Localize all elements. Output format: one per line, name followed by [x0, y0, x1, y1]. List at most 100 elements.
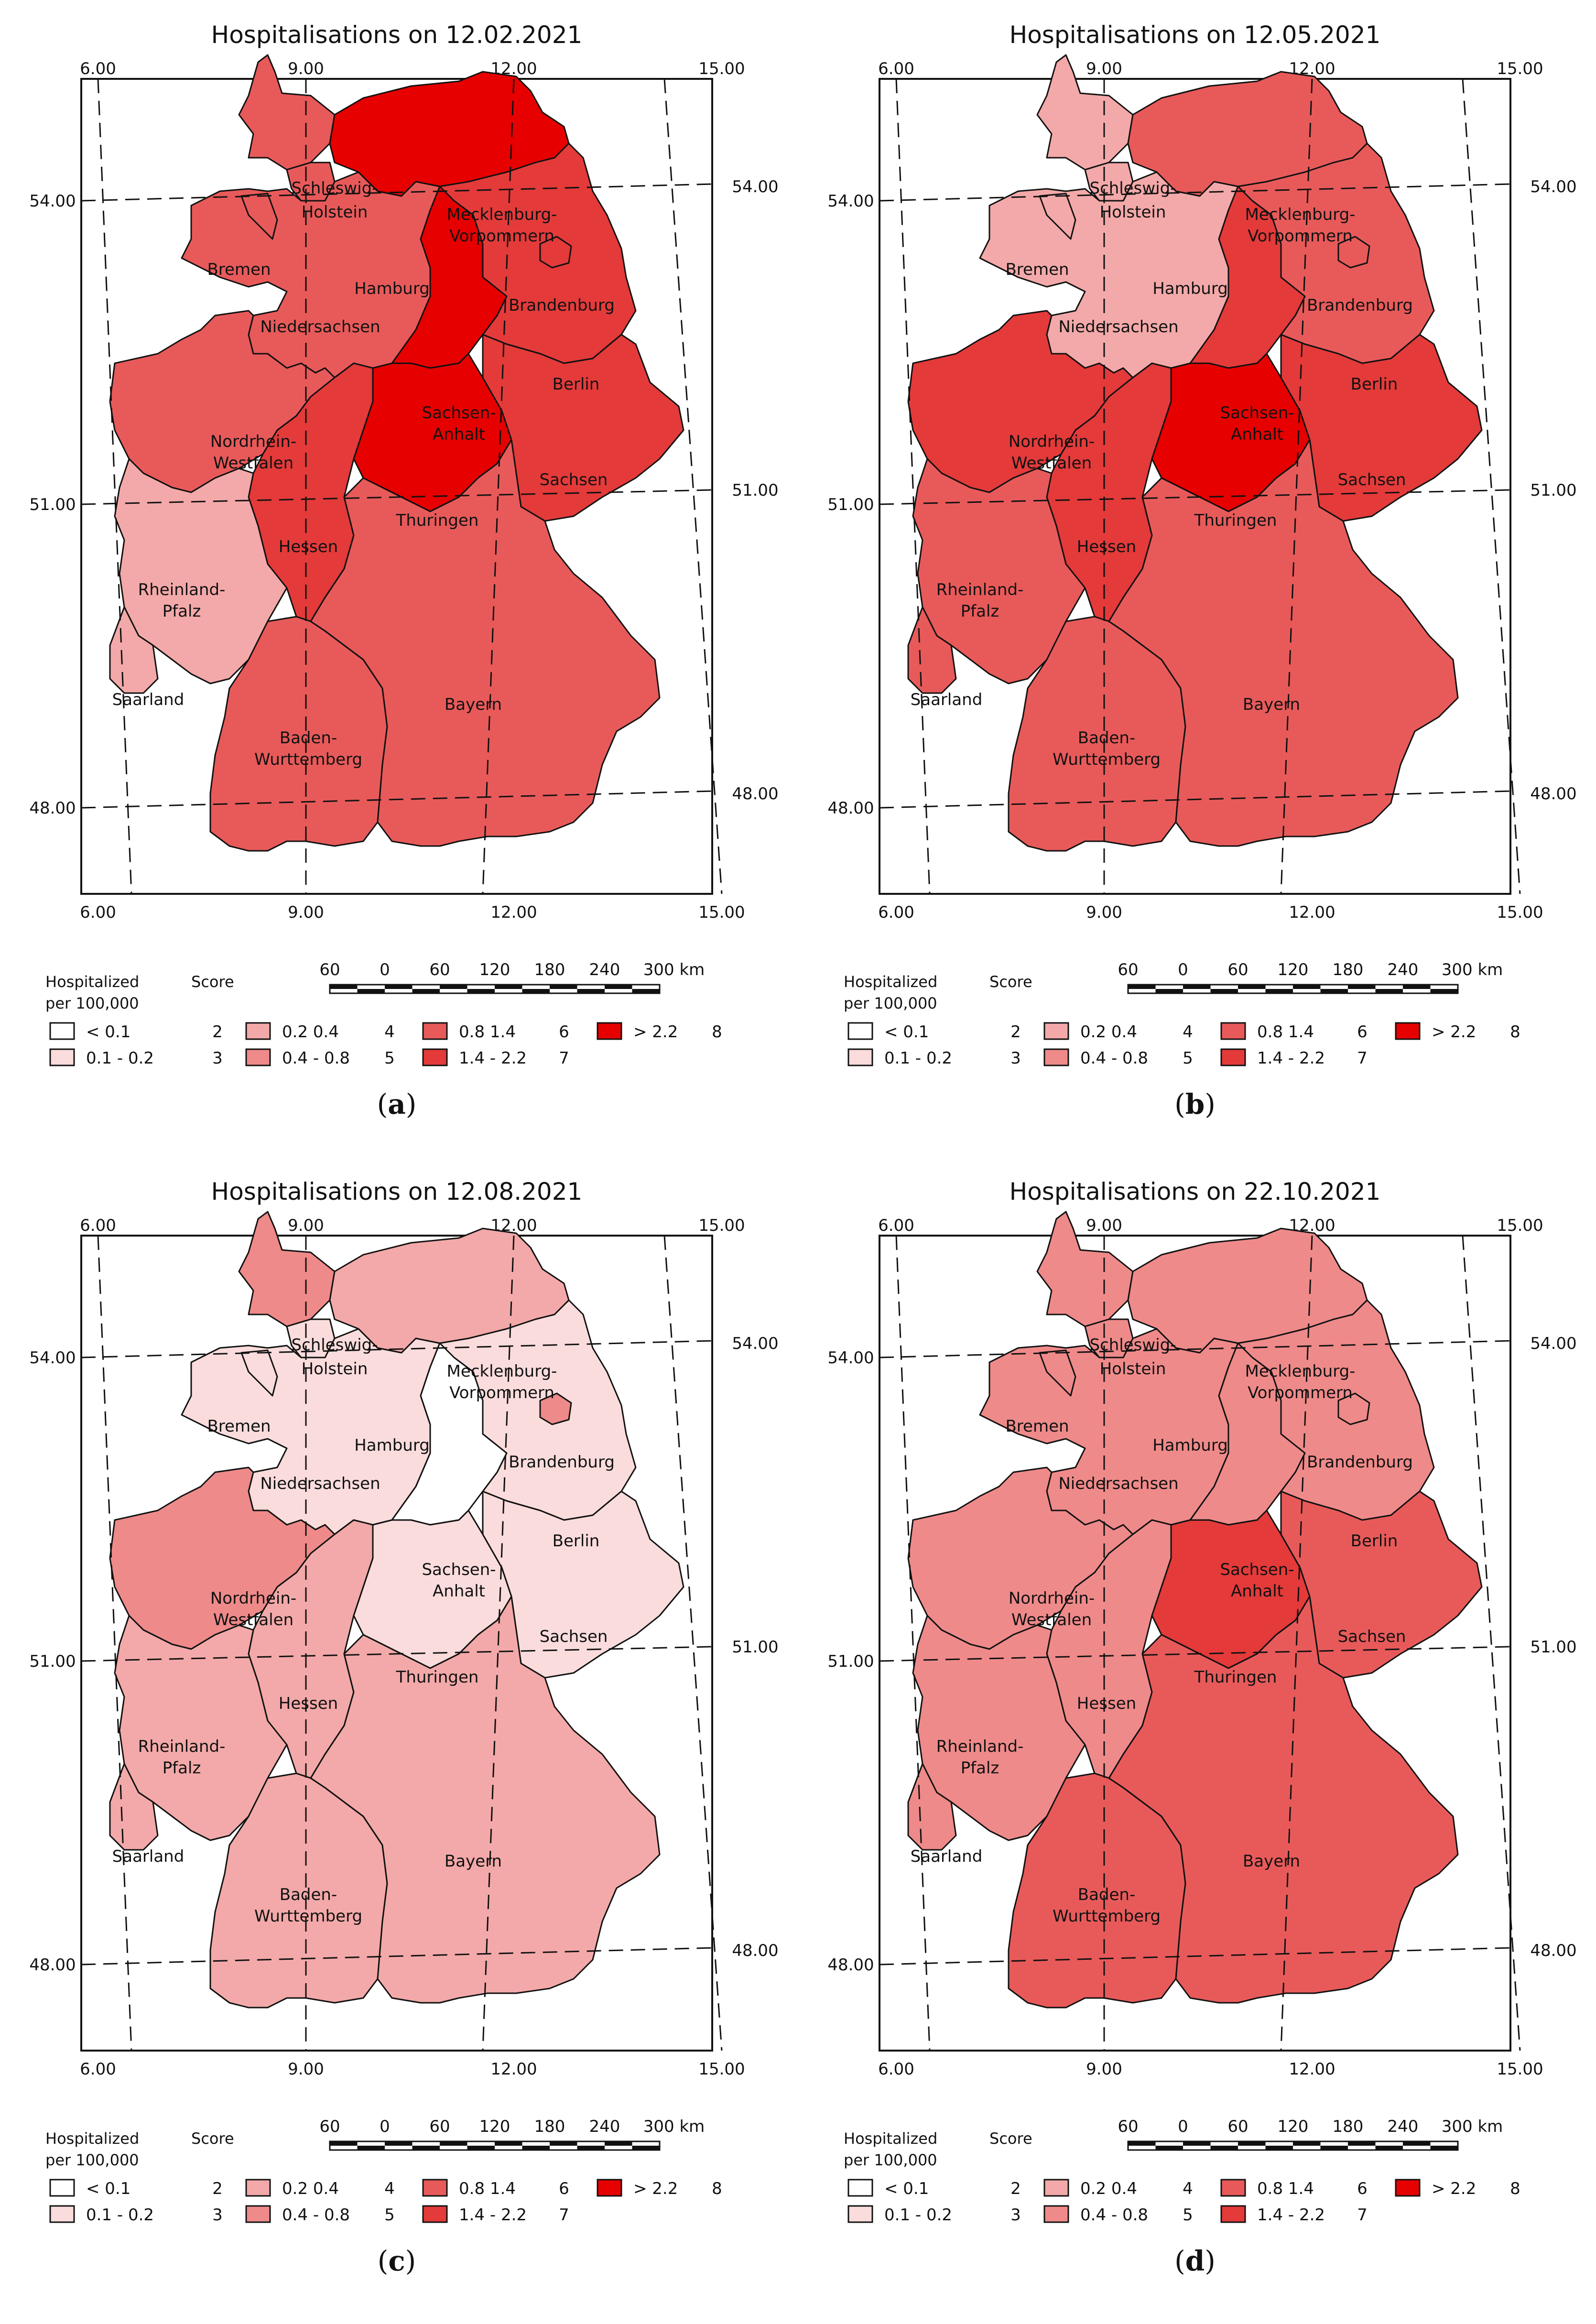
legend: Hospitalized per 100,000 Score < 0.1 2 0.1 - … [45, 2129, 722, 2225]
legend-score-value: 6 [1357, 2179, 1368, 2198]
state-mv [329, 71, 570, 197]
state-label-sl: Saarland [911, 1847, 983, 1866]
map-frame [879, 78, 1511, 895]
state-label-sh2: Holstein [302, 203, 368, 222]
state-label-rp1: Rheinland- [138, 580, 226, 599]
state-label-nw1: Nordrhein- [210, 432, 296, 451]
lon-label-top: 6.00 [80, 59, 116, 78]
state-label-sh1: Schleswig- [291, 1336, 378, 1355]
legend-score-value: 4 [1183, 2179, 1193, 2198]
state-label-st1: Sachsen- [422, 403, 496, 423]
legend-range-label: 0.1 - 0.2 [884, 1049, 952, 1068]
state-label-be: Berlin [553, 375, 600, 394]
scale-tick-label: 240 [589, 2117, 620, 2136]
legend: Hospitalized per 100,000 Score < 0.1 2 0.1 - … [844, 973, 1520, 1068]
legend-score-value: 2 [212, 2179, 223, 2198]
state-label-st2: Anhalt [1231, 1582, 1283, 1601]
legend-score-value: 3 [212, 2205, 223, 2225]
state-label-st1: Sachsen- [422, 1560, 496, 1579]
map-title: Hospitalisations on 12.05.2021 [1010, 21, 1381, 49]
scale-bar: 60 0 60 120 180 240 300 km [319, 2117, 705, 2151]
legend-score-value: 4 [1183, 1022, 1193, 1042]
state-label-mv2: Vorpommern [1248, 227, 1353, 246]
scale-tick-label: 240 [589, 960, 620, 979]
state-sl [109, 606, 159, 694]
legend-range-label: 0.4 - 0.8 [282, 1049, 350, 1068]
legend-range-label: > 2.2 [1432, 1022, 1476, 1042]
state-label-sn: Sachsen [540, 1627, 608, 1646]
state-label-sh1: Schleswig- [291, 179, 378, 198]
legend-range-label: > 2.2 [633, 1022, 678, 1042]
legend-range-label: < 0.1 [884, 1022, 929, 1042]
legend-range-label: 0.2 0.4 [1080, 1022, 1137, 1042]
state-label-nw1: Nordrhein- [210, 1589, 296, 1608]
state-label-bb: Brandenburg [1307, 1453, 1413, 1472]
state-label-sn: Sachsen [1338, 470, 1406, 489]
states [109, 54, 684, 852]
panel-letter-value: b [1185, 1088, 1205, 1120]
legend-range-label: 0.8 1.4 [459, 1022, 516, 1042]
state-label-hh: Hamburg [354, 279, 430, 298]
legend-range-label: 0.8 1.4 [1257, 1022, 1314, 1042]
state-label-mv2: Vorpommern [1248, 1383, 1353, 1402]
legend-swatch-score-6 [1220, 1022, 1246, 1040]
legend-range-label: 0.1 - 0.2 [884, 2205, 952, 2225]
state-label-ni: Niedersachsen [260, 317, 380, 337]
legend-swatch-score-7 [1220, 2205, 1246, 2223]
state-sl [907, 606, 957, 694]
legend-score-value: 7 [559, 2205, 569, 2225]
state-label-nw1: Nordrhein- [1009, 1589, 1095, 1608]
scale-tick-label: 0 [380, 960, 390, 979]
states [109, 1211, 684, 2009]
lat-label-left: 54.00 [827, 1348, 874, 1368]
state-label-hb: Bremen [207, 1417, 271, 1436]
legend: Hospitalized per 100,000 Score < 0.1 2 0.1 - … [844, 2129, 1520, 2225]
legend-range-label: 0.2 0.4 [1080, 2179, 1137, 2198]
state-label-by: Bayern [445, 1852, 502, 1871]
legend-title-line1: Hospitalized [844, 973, 937, 991]
legend-score-header: Score [989, 2129, 1032, 2148]
state-label-mv1: Mecklenburg- [1245, 205, 1356, 224]
legend-score-value: 3 [1010, 1049, 1021, 1068]
state-mv [1127, 1227, 1368, 1354]
scale-bar: 60 0 60 120 180 240 300 km [1118, 960, 1503, 994]
legend-title-line1: Hospitalized [45, 973, 139, 991]
legend-swatch-score-7 [1220, 1048, 1246, 1066]
legend-swatch-score-2 [49, 2179, 75, 2197]
legend-swatch-score-4 [1043, 1022, 1069, 1040]
lon-label-bottom: 15.00 [698, 903, 745, 922]
scale-tick-label: 60 [1227, 2117, 1248, 2136]
legend-title-line2: per 100,000 [45, 2151, 139, 2169]
legend-title-line2: per 100,000 [844, 994, 937, 1012]
map-panel-a: Hospitalisations on 12.02.2021 6.00 6.00 9.… [29, 21, 778, 1120]
legend-range-label: 0.1 - 0.2 [86, 1049, 154, 1068]
graticule [879, 78, 1521, 894]
graticule [81, 1235, 723, 2051]
legend-swatch-score-6 [422, 2179, 448, 2197]
state-label-sh1: Schleswig- [1089, 1336, 1176, 1355]
lon-label-bottom: 12.00 [490, 903, 537, 922]
scale-tick-label: 240 [1388, 960, 1419, 979]
state-label-mv1: Mecklenburg- [447, 1362, 557, 1381]
legend-range-label: 0.4 - 0.8 [1080, 2205, 1148, 2225]
legend-swatch-score-5 [1043, 2205, 1069, 2223]
legend-score-value: 2 [1010, 1022, 1021, 1042]
state-label-bw2: Wurttemberg [254, 750, 362, 769]
legend-score-value: 6 [559, 1022, 569, 1042]
state-label-by: Bayern [445, 695, 502, 714]
state-hb [1039, 193, 1076, 240]
state-label-sh2: Holstein [1100, 203, 1166, 222]
legend-title-line2: per 100,000 [45, 994, 139, 1012]
lat-label-left: 54.00 [29, 1348, 76, 1368]
lat-label-right: 48.00 [1530, 1941, 1576, 1960]
lon-label-top: 15.00 [1497, 59, 1543, 78]
legend-range-label: 0.8 1.4 [1257, 2179, 1314, 2198]
state-mv [1127, 71, 1368, 197]
scale-tick-label: 180 [534, 960, 565, 979]
state-label-sn: Sachsen [1338, 1627, 1406, 1646]
state-label-bw2: Wurttemberg [254, 1907, 362, 1926]
state-label-nw2: Westfalen [213, 1610, 293, 1629]
state-label-bw1: Baden- [1078, 1885, 1135, 1904]
legend-score-value: 2 [1010, 2179, 1021, 2198]
state-label-be: Berlin [553, 1531, 600, 1551]
